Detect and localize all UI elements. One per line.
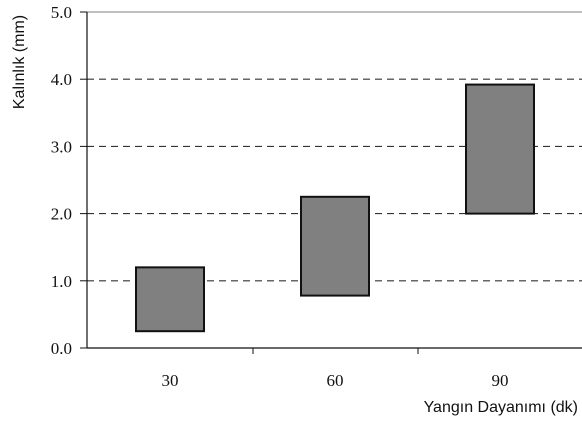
tick-labels: 0.0 1.0 2.0 3.0 4.0 5.0 30 60 90 (51, 3, 509, 390)
y-tick-label: 5.0 (51, 3, 72, 22)
axes (80, 11, 582, 354)
y-tick-label: 3.0 (51, 137, 72, 156)
y-tick-label: 0.0 (51, 339, 72, 358)
y-tick-label: 1.0 (51, 272, 72, 291)
y-tick-label: 2.0 (51, 205, 72, 224)
range-bar-90 (465, 83, 535, 215)
x-tick-label: 90 (492, 371, 509, 390)
x-axis-title: Yangın Dayanımı (dk) (424, 399, 578, 416)
range-bar-60 (300, 195, 370, 297)
range-bars (135, 83, 535, 333)
x-tick-label: 60 (327, 371, 344, 390)
y-tick-label: 4.0 (51, 70, 72, 89)
range-bar-30 (135, 266, 205, 333)
y-axis-title: Kalınlık (mm) (11, 15, 28, 109)
x-tick-label: 30 (162, 371, 179, 390)
